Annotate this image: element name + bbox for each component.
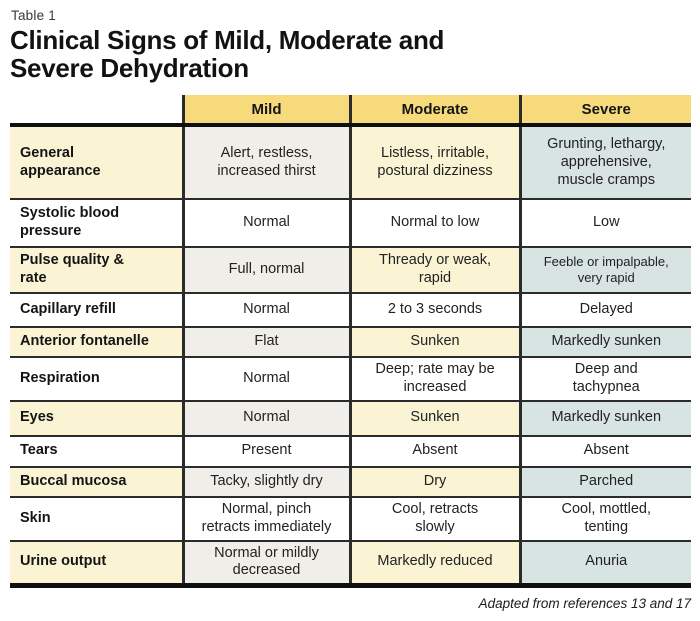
cell-mild: Present [181, 435, 350, 467]
table-row-general-appearance: General appearance Alert, restless, incr… [10, 125, 691, 200]
cell-mild: Tacky, slightly dry [181, 466, 350, 497]
cell-severe: Markedly sunken [518, 400, 691, 436]
source-note: Adapted from references 13 and 17 [478, 595, 691, 611]
cell-mild: Alert, restless, increased thirst [181, 125, 350, 200]
cell-mild: Normal or mildly decreased [181, 540, 350, 586]
column-header-mild: Mild [181, 95, 350, 126]
table-row-urine-output: Urine output Normal or mildly decreased … [10, 540, 691, 586]
cell-moderate: Normal to low [348, 199, 520, 248]
cell-moderate: Absent [348, 435, 520, 467]
cell-severe: Markedly sunken [518, 327, 691, 358]
cell-moderate: Sunken [348, 327, 520, 358]
row-label: Skin [20, 509, 51, 526]
cell-severe: Feeble or impalpable, very rapid [518, 247, 691, 294]
cell-moderate: Sunken [348, 400, 520, 436]
table-row-pulse-quality-rate: Pulse quality & rate Full, normal Thread… [10, 247, 691, 294]
cell-severe: Grunting, lethargy, apprehensive, muscle… [518, 125, 691, 200]
cell-mild: Full, normal [181, 247, 350, 294]
cell-moderate: Dry [348, 466, 520, 497]
cell-severe: Low [518, 199, 691, 248]
row-label: Buccal mucosa [10, 466, 183, 497]
column-header-severe: Severe [518, 95, 691, 126]
row-label: Systolic blood pressure [20, 205, 120, 240]
cell-mild: Normal [181, 400, 350, 436]
table-row-capillary-refill: Capillary refill Normal 2 to 3 seconds D… [10, 293, 691, 328]
cell-moderate: Markedly reduced [348, 540, 520, 586]
cell-mild: Flat [181, 327, 350, 358]
row-label: Eyes [10, 400, 183, 436]
cell-severe: Deep and tachypnea [518, 357, 691, 401]
table-row-eyes: Eyes Normal Sunken Markedly sunken [10, 400, 691, 436]
cell-mild: Normal [181, 357, 350, 401]
row-label: Tears [20, 442, 58, 459]
dehydration-signs-table: Mild Moderate Severe General appearance … [10, 95, 691, 588]
cell-moderate: 2 to 3 seconds [348, 293, 520, 328]
table-row-systolic-blood-pressure: Systolic blood pressure Normal Normal to… [10, 199, 691, 248]
table-row-anterior-fontanelle: Anterior fontanelle Flat Sunken Markedly… [10, 327, 691, 358]
table-header-row: Mild Moderate Severe [10, 95, 691, 126]
header-corner-cell [10, 95, 183, 126]
cell-mild: Normal, pinch retracts immediately [181, 496, 350, 541]
row-label: Anterior fontanelle [10, 327, 183, 358]
cell-severe: Anuria [518, 540, 691, 586]
table-row-respiration: Respiration Normal Deep; rate may be inc… [10, 357, 691, 401]
cell-mild: Normal [181, 293, 350, 328]
column-header-moderate: Moderate [348, 95, 520, 126]
cell-moderate: Thready or weak, rapid [348, 247, 520, 294]
row-label: Urine output [10, 540, 183, 586]
cell-severe: Absent [518, 435, 691, 467]
cell-severe: Parched [518, 466, 691, 497]
table-row-skin: Skin Normal, pinch retracts immediately … [10, 496, 691, 541]
row-label: General appearance [10, 125, 183, 200]
cell-mild: Normal [181, 199, 350, 248]
cell-moderate: Listless, irritable, postural dizziness [348, 125, 520, 200]
table-row-buccal-mucosa: Buccal mucosa Tacky, slightly dry Dry Pa… [10, 466, 691, 497]
row-label: Respiration [20, 370, 100, 386]
page-title: Clinical Signs of Mild, Moderate and Sev… [10, 25, 445, 84]
table-row-tears: Tears Present Absent Absent [10, 435, 691, 467]
cell-severe: Delayed [518, 293, 691, 328]
row-label: Pulse quality & rate [10, 247, 183, 294]
table-number-label: Table 1 [11, 8, 56, 23]
row-label: Capillary refill [20, 301, 116, 318]
cell-severe: Cool, mottled, tenting [518, 496, 691, 541]
cell-moderate: Deep; rate may be increased [348, 357, 520, 401]
cell-moderate: Cool, retracts slowly [348, 496, 520, 541]
